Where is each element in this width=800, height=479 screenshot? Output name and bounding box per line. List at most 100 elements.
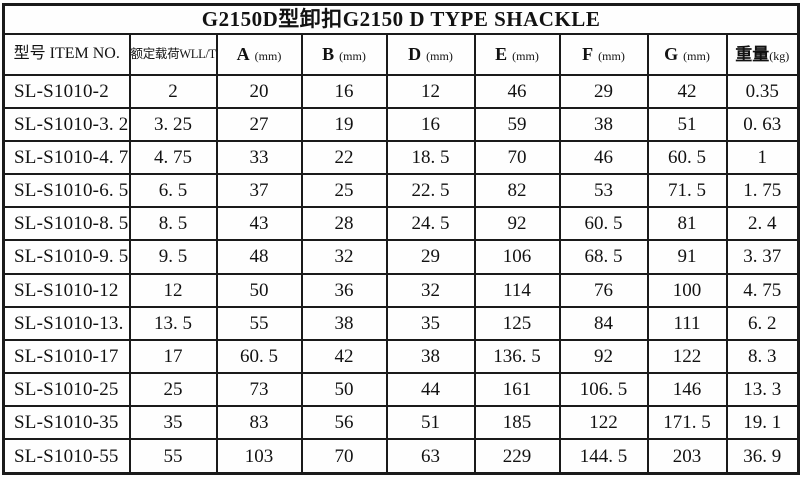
column-header-weight-label: 重量 — [735, 44, 770, 64]
shackle-spec-table: G2150D型卸扣G2150 D TYPE SHACKLE 型号 ITEM NO… — [2, 3, 800, 475]
cell-value: 171. 5 — [646, 405, 728, 441]
cell-value: 106. 5 — [558, 372, 649, 408]
cell-value: 161 — [473, 372, 561, 408]
cell-value: 19 — [300, 106, 388, 142]
cell-value: 51 — [646, 106, 728, 142]
column-header-weight-unit: (kg) — [769, 48, 790, 63]
cell-value: 25 — [300, 173, 388, 209]
cell-value: 59 — [473, 106, 561, 142]
cell-value: 38 — [300, 305, 388, 341]
table-title: G2150D型卸扣G2150 D TYPE SHACKLE — [2, 3, 800, 35]
cell-value: 63 — [385, 438, 476, 475]
cell-value: 8. 3 — [725, 338, 800, 375]
cell-value: 103 — [215, 438, 303, 475]
header-row: 型号 ITEM NO. 额定载荷WLL/T A (mm) B (mm) D (mm) … — [2, 32, 800, 76]
cell-value: 48 — [215, 239, 303, 275]
column-header-f-label: F — [582, 43, 594, 64]
table-row: SL-S1010-9. 5 9. 5 48 32 29 106 68. 5 91 3. 37 — [2, 239, 800, 275]
cell-value: 18. 5 — [385, 139, 476, 176]
cell-value: 25 — [128, 372, 218, 408]
cell-item-no: SL-S1010-3. 25 — [2, 106, 131, 142]
cell-value: 122 — [558, 405, 649, 441]
column-header-f-unit: (mm) — [598, 48, 625, 63]
cell-item-no: SL-S1010-8. 5 — [2, 206, 131, 242]
cell-value: 32 — [300, 239, 388, 275]
cell-item-no: SL-S1010-55 — [2, 438, 131, 475]
cell-value: 146 — [646, 372, 728, 408]
cell-value: 43 — [215, 206, 303, 242]
table-row: SL-S1010-13. 5 13. 5 55 38 35 125 84 111 6. 2 — [2, 305, 800, 341]
column-header-g-unit: (mm) — [683, 48, 710, 63]
column-header-d-unit: (mm) — [426, 48, 453, 63]
table-row: SL-S1010-55 55 103 70 63 229 144. 5 203 36. 9 — [2, 438, 800, 475]
column-header-g-label: G — [664, 43, 679, 64]
cell-item-no: SL-S1010-17 — [2, 338, 131, 375]
column-header-b-label: B — [322, 43, 335, 64]
cell-item-no: SL-S1010-4. 75 — [2, 139, 131, 176]
cell-value: 53 — [558, 173, 649, 209]
column-header-d-label: D — [408, 43, 422, 64]
cell-value: 9. 5 — [128, 239, 218, 275]
cell-value: 16 — [300, 73, 388, 109]
cell-value: 2. 4 — [725, 206, 800, 242]
column-header-a: A (mm) — [215, 32, 303, 76]
column-header-weight: 重量(kg) — [725, 32, 800, 76]
title-row: G2150D型卸扣G2150 D TYPE SHACKLE — [2, 3, 800, 35]
cell-item-no: SL-S1010-35 — [2, 405, 131, 441]
cell-value: 35 — [128, 405, 218, 441]
cell-value: 50 — [300, 372, 388, 408]
column-header-a-label: A — [236, 43, 250, 64]
cell-value: 42 — [646, 73, 728, 109]
cell-value: 12 — [385, 73, 476, 109]
cell-value: 38 — [558, 106, 649, 142]
table-row: SL-S1010-3. 25 3. 25 27 19 16 59 38 51 0. 63 — [2, 106, 800, 142]
column-header-b: B (mm) — [300, 32, 388, 76]
cell-value: 92 — [473, 206, 561, 242]
cell-value: 17 — [128, 338, 218, 375]
cell-value: 68. 5 — [558, 239, 649, 275]
cell-value: 185 — [473, 405, 561, 441]
cell-value: 6. 5 — [128, 173, 218, 209]
cell-value: 46 — [473, 73, 561, 109]
cell-value: 35 — [385, 305, 476, 341]
table-row: SL-S1010-25 25 73 50 44 161 106. 5 146 13. 3 — [2, 372, 800, 408]
cell-value: 32 — [385, 272, 476, 308]
cell-value: 136. 5 — [473, 338, 561, 375]
cell-value: 6. 2 — [725, 305, 800, 341]
cell-value: 125 — [473, 305, 561, 341]
cell-item-no: SL-S1010-2 — [2, 73, 131, 109]
cell-value: 106 — [473, 239, 561, 275]
column-header-item-no: 型号 ITEM NO. — [2, 32, 131, 76]
cell-value: 33 — [215, 139, 303, 176]
cell-value: 1. 75 — [725, 173, 800, 209]
cell-value: 0. 63 — [725, 106, 800, 142]
cell-value: 229 — [473, 438, 561, 475]
table-row: SL-S1010-12 12 50 36 32 114 76 100 4. 75 — [2, 272, 800, 308]
cell-value: 70 — [300, 438, 388, 475]
cell-value: 92 — [558, 338, 649, 375]
cell-value: 55 — [215, 305, 303, 341]
cell-value: 84 — [558, 305, 649, 341]
cell-value: 76 — [558, 272, 649, 308]
column-header-d: D (mm) — [385, 32, 476, 76]
cell-value: 24. 5 — [385, 206, 476, 242]
cell-value: 3. 37 — [725, 239, 800, 275]
cell-value: 60. 5 — [558, 206, 649, 242]
cell-item-no: SL-S1010-12 — [2, 272, 131, 308]
cell-value: 0.35 — [725, 73, 800, 109]
column-header-e-label: E — [495, 43, 508, 64]
cell-item-no: SL-S1010-13. 5 — [2, 305, 131, 341]
cell-value: 82 — [473, 173, 561, 209]
cell-value: 38 — [385, 338, 476, 375]
cell-value: 36. 9 — [725, 438, 800, 475]
cell-value: 2 — [128, 73, 218, 109]
cell-value: 73 — [215, 372, 303, 408]
table-row: SL-S1010-2 2 20 16 12 46 29 42 0.35 — [2, 73, 800, 109]
cell-value: 22 — [300, 139, 388, 176]
cell-item-no: SL-S1010-6. 5 — [2, 173, 131, 209]
cell-value: 81 — [646, 206, 728, 242]
cell-value: 100 — [646, 272, 728, 308]
cell-item-no: SL-S1010-25 — [2, 372, 131, 408]
cell-value: 22. 5 — [385, 173, 476, 209]
